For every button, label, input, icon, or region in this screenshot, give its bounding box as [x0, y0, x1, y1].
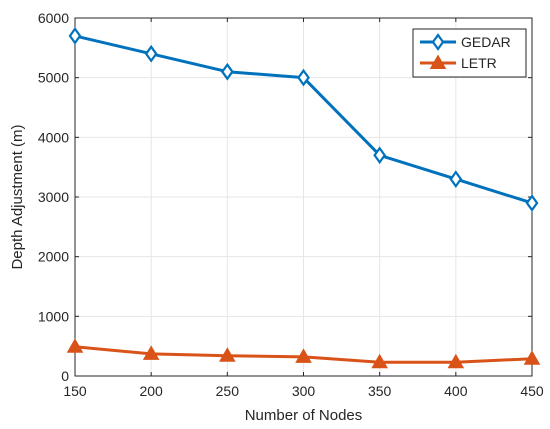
y-tick-label: 6000 [38, 10, 69, 26]
series-letr [66, 338, 541, 369]
x-tick-label: 350 [368, 383, 392, 399]
x-tick-label: 400 [444, 383, 468, 399]
y-tick-label: 4000 [38, 129, 69, 145]
data-point-gedar [525, 194, 539, 212]
y-tick-label: 5000 [38, 70, 69, 86]
legend-item-gedar: GEDAR [420, 33, 511, 51]
legend: GEDAR LETR [412, 28, 527, 78]
y-tick-label: 2000 [38, 249, 69, 265]
data-point-gedar [449, 170, 463, 188]
series-gedar [68, 27, 539, 212]
y-tick-label: 0 [61, 368, 69, 384]
data-point-letr [66, 338, 84, 353]
x-tick-label: 200 [139, 383, 163, 399]
legend-marker-gedar [431, 33, 445, 51]
series-layer [66, 27, 541, 369]
y-tick-label: 3000 [38, 189, 69, 205]
data-point-letr [295, 348, 312, 363]
legend-label-gedar: GEDAR [461, 34, 511, 50]
x-tick-label: 300 [292, 383, 316, 399]
y-tick-label: 1000 [38, 308, 69, 324]
data-point-letr [142, 345, 160, 360]
data-point-gedar [220, 62, 234, 81]
legend-marker-letr [429, 54, 447, 69]
y-axis-tick-labels: 0 1000 2000 3000 4000 5000 6000 [38, 10, 69, 384]
legend-label-letr: LETR [461, 55, 497, 71]
data-point-letr [523, 350, 541, 365]
data-point-gedar [297, 68, 310, 87]
legend-item-letr: LETR [420, 54, 497, 71]
data-point-gedar [68, 27, 82, 45]
data-point-letr [219, 347, 236, 362]
data-point-gedar [144, 44, 158, 63]
data-point-letr [447, 353, 465, 369]
x-tick-label: 250 [216, 383, 240, 399]
legend-items: GEDAR LETR [420, 33, 511, 71]
data-point-letr [371, 353, 388, 369]
x-axis-tick-labels: 150 200 250 300 350 400 450 [63, 383, 544, 399]
x-tick-label: 150 [63, 383, 87, 399]
axis-ticks [74, 17, 533, 377]
x-axis-title: Number of Nodes [245, 407, 363, 424]
y-axis-title: Depth Adjustment (m) [9, 124, 26, 269]
x-tick-label: 450 [520, 383, 544, 399]
data-point-gedar [373, 146, 387, 165]
